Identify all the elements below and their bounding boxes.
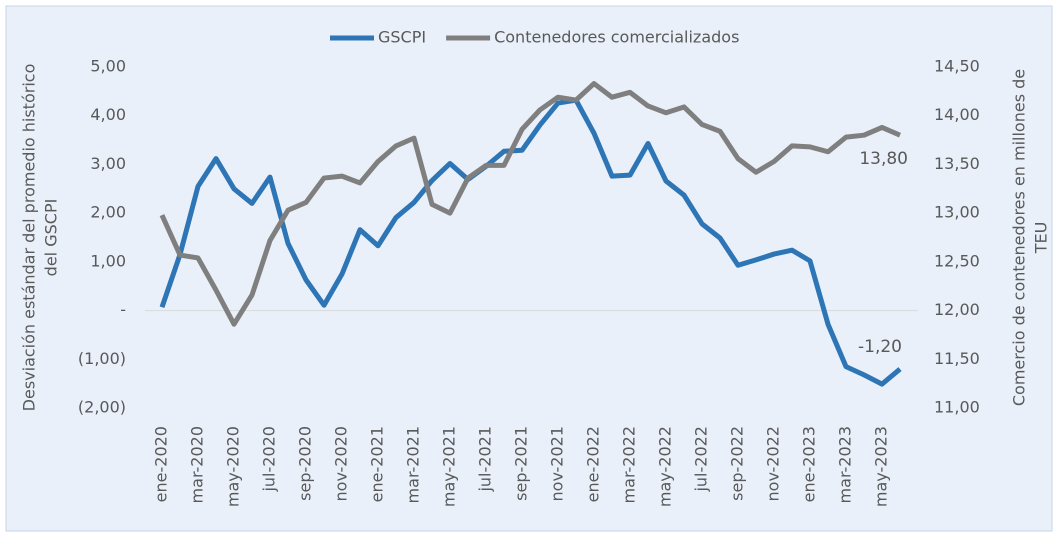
y2-tick-label: 13,00	[934, 203, 980, 222]
x-tick-label: sep-2020	[296, 426, 315, 501]
x-tick-label: mar-2022	[620, 426, 639, 503]
y2-tick-label: 14,00	[934, 105, 980, 124]
chart-background	[5, 5, 1053, 532]
y-tick-label: -	[120, 300, 126, 319]
legend-label: GSCPI	[378, 28, 426, 47]
x-tick-label: nov-2022	[764, 426, 783, 501]
x-tick-label: mar-2023	[836, 426, 855, 503]
x-tick-label: may-2020	[224, 426, 243, 507]
x-tick-label: may-2021	[440, 426, 459, 507]
x-tick-label: sep-2021	[512, 426, 531, 501]
x-tick-label: ene-2021	[368, 426, 387, 502]
x-tick-label: may-2023	[872, 426, 891, 507]
x-tick-label: jul-2022	[692, 426, 711, 493]
legend-label: Contenedores comercializados	[494, 28, 739, 47]
x-tick-label: may-2022	[656, 426, 675, 507]
y-axis-title: Desviación estándar del promedio históri…	[20, 64, 39, 412]
data-label: -1,20	[858, 337, 902, 357]
x-tick-label: mar-2020	[188, 426, 207, 503]
x-tick-label: ene-2020	[152, 426, 171, 502]
y-tick-label: (1,00)	[78, 349, 126, 368]
y2-tick-label: 11,00	[934, 398, 980, 417]
y2-tick-label: 12,00	[934, 300, 980, 319]
x-tick-label: sep-2022	[728, 426, 747, 501]
x-tick-label: mar-2021	[404, 426, 423, 503]
y2-tick-label: 12,50	[934, 251, 980, 270]
x-tick-label: nov-2021	[548, 426, 567, 501]
y-tick-label: 2,00	[90, 203, 126, 222]
y2-tick-label: 11,50	[934, 349, 980, 368]
y2-tick-label: 13,50	[934, 154, 980, 173]
y-axis-title: del GSCPI	[42, 199, 61, 277]
x-tick-label: jul-2021	[476, 426, 495, 493]
x-tick-label: ene-2023	[800, 426, 819, 502]
x-tick-label: jul-2020	[260, 426, 279, 493]
y2-axis-title: Comercio de contenedores en millones de	[1010, 69, 1029, 406]
x-tick-label: ene-2022	[584, 426, 603, 502]
data-label: 13,80	[859, 149, 908, 169]
y-tick-label: 3,00	[90, 154, 126, 173]
y-tick-label: (2,00)	[78, 398, 126, 417]
y-tick-label: 1,00	[90, 251, 126, 270]
y2-axis-title: TEU	[1032, 222, 1051, 255]
series-line	[159, 97, 902, 387]
y-tick-label: 5,00	[90, 57, 126, 76]
y-tick-label: 4,00	[90, 105, 126, 124]
y2-tick-label: 14,50	[934, 57, 980, 76]
x-tick-label: nov-2020	[332, 426, 351, 501]
series-line	[159, 81, 901, 327]
